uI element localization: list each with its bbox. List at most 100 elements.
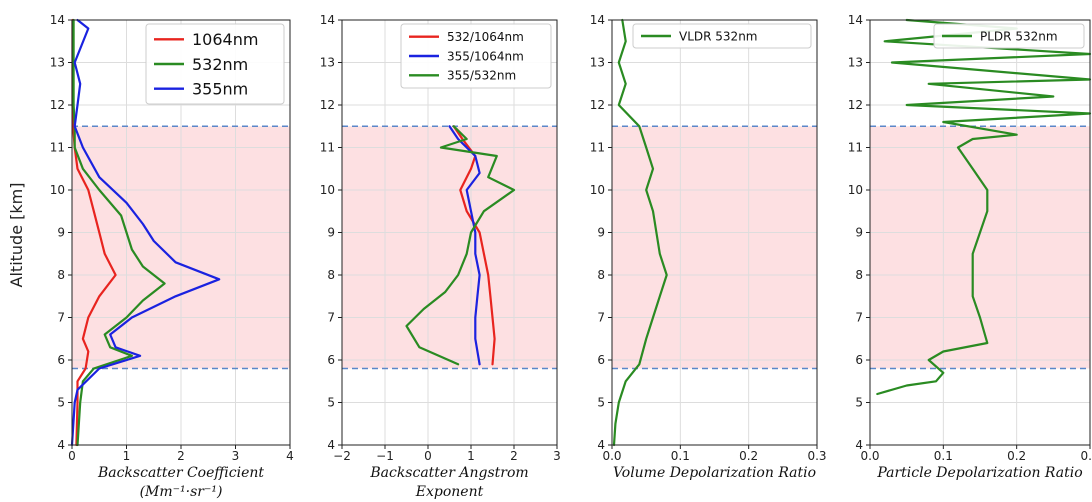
y-tick-label: 10 bbox=[320, 183, 335, 197]
y-tick-label: 4 bbox=[327, 438, 335, 452]
y-tick-label: 7 bbox=[57, 311, 65, 325]
shared-y-axis-label: Altitude [km] bbox=[7, 183, 26, 288]
y-tick-label: 8 bbox=[855, 268, 863, 282]
y-tick-label: 13 bbox=[50, 56, 65, 70]
shaded-layer-band bbox=[870, 126, 1090, 369]
x-tick-label: 0.3 bbox=[807, 449, 826, 463]
shaded-layer-band bbox=[612, 126, 817, 369]
y-tick-label: 5 bbox=[597, 396, 605, 410]
legend-box bbox=[933, 23, 1085, 49]
y-tick-label: 7 bbox=[855, 311, 863, 325]
legend-label-3: 355nm bbox=[192, 79, 248, 98]
shaded-layer-band bbox=[342, 126, 557, 369]
y-tick-label: 11 bbox=[50, 141, 65, 155]
y-tick-label: 13 bbox=[320, 56, 335, 70]
y-tick-label: 8 bbox=[597, 268, 605, 282]
x-tick-label: 1 bbox=[123, 449, 131, 463]
series-line-3 bbox=[405, 125, 516, 366]
series-line-1 bbox=[612, 18, 668, 447]
x-axis-label-unit: (Mm⁻¹·sr⁻¹) bbox=[140, 484, 223, 500]
y-tick-label: 11 bbox=[320, 141, 335, 155]
y-tick-label: 14 bbox=[848, 13, 863, 27]
y-tick-label: 8 bbox=[327, 268, 335, 282]
series-line-1 bbox=[876, 18, 1092, 396]
y-tick-label: 14 bbox=[590, 13, 605, 27]
y-tick-label: 8 bbox=[57, 268, 65, 282]
legend-label-1: 532/1064nm bbox=[447, 30, 524, 44]
x-axis-label: Volume Depolarization Ratio bbox=[613, 465, 816, 481]
x-tick-label: 1 bbox=[467, 449, 475, 463]
y-tick-label: 7 bbox=[327, 311, 335, 325]
x-tick-label: 0 bbox=[68, 449, 76, 463]
y-tick-label: 4 bbox=[855, 438, 863, 452]
legend-label-1: 1064nm bbox=[192, 30, 258, 49]
x-tick-label: 0.0 bbox=[860, 449, 879, 463]
y-tick-label: 9 bbox=[855, 226, 863, 240]
y-tick-label: 9 bbox=[57, 226, 65, 240]
legend-box bbox=[145, 23, 285, 105]
y-tick-label: 14 bbox=[320, 13, 335, 27]
series-line-2 bbox=[448, 125, 481, 366]
y-tick-label: 11 bbox=[848, 141, 863, 155]
x-tick-label: 4 bbox=[286, 449, 294, 463]
y-tick-label: 6 bbox=[597, 353, 605, 367]
y-tick-label: 4 bbox=[597, 438, 605, 452]
y-tick-label: 10 bbox=[50, 183, 65, 197]
y-tick-label: 12 bbox=[320, 98, 335, 112]
x-tick-label: 0.1 bbox=[934, 449, 953, 463]
y-tick-label: 10 bbox=[590, 183, 605, 197]
x-axis-label: Backscatter Angstrom bbox=[369, 465, 528, 481]
legend-label-2: 532nm bbox=[192, 55, 248, 74]
y-tick-label: 6 bbox=[855, 353, 863, 367]
chart-panel-3: 0.0 0.1 0.2 0.3 4 5 6 7 8 9 10 11 12 13 14 Volume Depol… bbox=[590, 13, 827, 481]
legend-label-3: 355/532nm bbox=[447, 69, 516, 83]
legend-label-2: 355/1064nm bbox=[447, 49, 524, 63]
x-axis-label-unit: Exponent bbox=[415, 484, 484, 500]
x-tick-label: 0.0 bbox=[602, 449, 621, 463]
legend: PLDR 532nm bbox=[933, 23, 1085, 49]
y-tick-label: 9 bbox=[327, 226, 335, 240]
y-tick-label: 13 bbox=[590, 56, 605, 70]
x-axis-label: Particle Depolarization Ratio bbox=[876, 465, 1082, 481]
legend-box bbox=[400, 23, 552, 89]
legend: 532/1064nm 355/1064nm 355/532nm bbox=[400, 23, 552, 89]
chart-panel-4: 0.0 0.1 0.2 0.3 4 5 6 7 8 9 10 11 12 13 14 Particle Dep… bbox=[848, 13, 1092, 481]
x-tick-label: −2 bbox=[333, 449, 351, 463]
legend-label-1: PLDR 532nm bbox=[980, 29, 1058, 43]
x-tick-label: 2 bbox=[177, 449, 185, 463]
y-tick-label: 13 bbox=[848, 56, 863, 70]
x-tick-label: 0.3 bbox=[1080, 449, 1092, 463]
legend: VLDR 532nm bbox=[632, 23, 812, 49]
y-tick-label: 10 bbox=[848, 183, 863, 197]
x-tick-label: 2 bbox=[510, 449, 518, 463]
x-axis-label: Backscatter Coefficient bbox=[97, 465, 264, 481]
y-tick-label: 14 bbox=[50, 13, 65, 27]
y-tick-label: 9 bbox=[597, 226, 605, 240]
x-tick-label: −1 bbox=[376, 449, 394, 463]
y-tick-label: 6 bbox=[327, 353, 335, 367]
y-tick-label: 7 bbox=[597, 311, 605, 325]
x-tick-label: 0.2 bbox=[739, 449, 758, 463]
y-tick-label: 5 bbox=[327, 396, 335, 410]
x-tick-label: 3 bbox=[553, 449, 561, 463]
series-line-2 bbox=[72, 18, 166, 447]
y-tick-label: 12 bbox=[848, 98, 863, 112]
y-tick-label: 5 bbox=[855, 396, 863, 410]
x-tick-label: 0.1 bbox=[671, 449, 690, 463]
x-tick-label: 0.2 bbox=[1007, 449, 1026, 463]
series-line-3 bbox=[70, 18, 221, 447]
x-tick-label: 0 bbox=[424, 449, 432, 463]
legend: 1064nm 532nm 355nm bbox=[145, 23, 285, 105]
y-tick-label: 12 bbox=[590, 98, 605, 112]
y-tick-label: 12 bbox=[50, 98, 65, 112]
y-tick-label: 5 bbox=[57, 396, 65, 410]
y-tick-label: 4 bbox=[57, 438, 65, 452]
legend-box bbox=[632, 23, 812, 49]
legend-label-1: VLDR 532nm bbox=[679, 29, 758, 43]
y-tick-label: 6 bbox=[57, 353, 65, 367]
x-tick-label: 3 bbox=[232, 449, 240, 463]
